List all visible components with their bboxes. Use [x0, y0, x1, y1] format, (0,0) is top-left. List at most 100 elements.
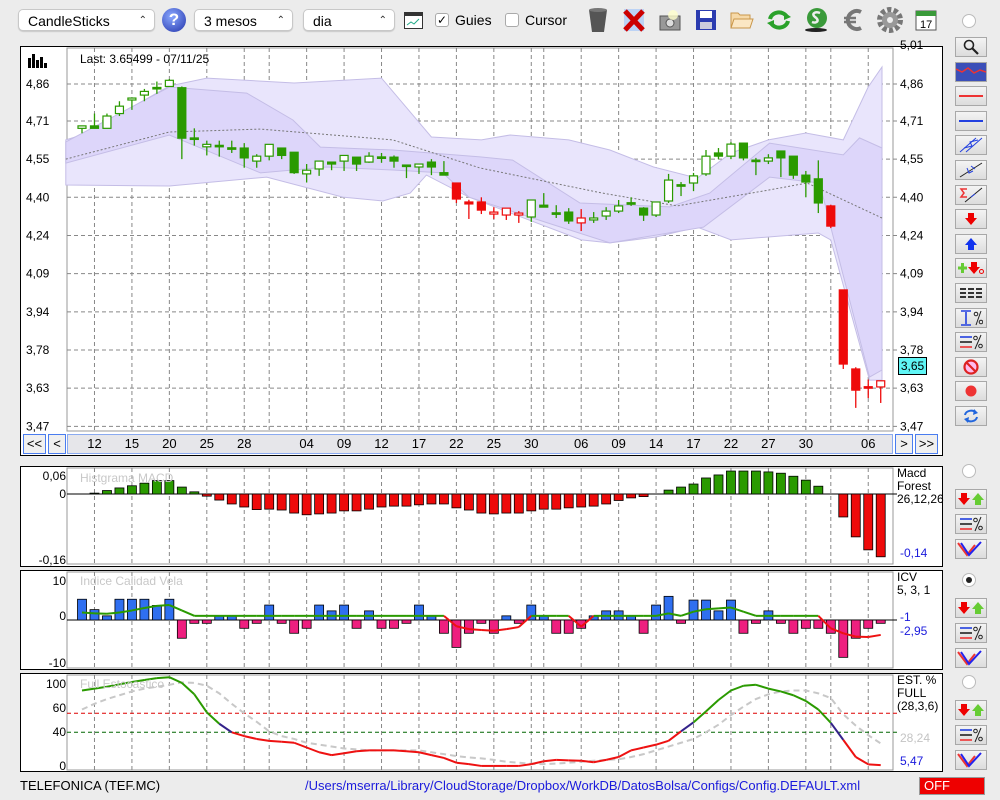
y-tick-label-right: 3,47 [900, 419, 924, 433]
macd-name: Macd [897, 466, 927, 480]
candle-body [102, 115, 112, 129]
signals-arrows-button[interactable] [955, 700, 987, 720]
live-status-toggle[interactable]: OFF [919, 777, 985, 795]
y-tick-label: 0 [59, 609, 66, 623]
stochastic-k-segment [119, 680, 133, 686]
add-signals-button[interactable] [955, 258, 987, 279]
sell-arrow-button[interactable] [955, 209, 987, 230]
panel-select-radio[interactable] [962, 573, 976, 587]
buy-arrow-button[interactable] [955, 233, 987, 254]
icv-line-segment [518, 615, 532, 628]
stochastic-k-segment [755, 683, 769, 690]
macd-bar [314, 493, 325, 515]
volume-chart-button[interactable] [955, 61, 987, 82]
dollar-icon[interactable] [802, 6, 830, 34]
signals-arrows-button[interactable] [955, 598, 987, 618]
candle-body [439, 172, 449, 176]
icv-bar [775, 619, 786, 624]
blue-line-button[interactable] [955, 110, 987, 131]
delete-icon[interactable] [620, 6, 648, 34]
y-tick-label-right: 4,86 [900, 77, 924, 91]
sigma-trendline-button[interactable] [955, 184, 987, 205]
no-entry-button[interactable] [955, 356, 987, 377]
camera-icon[interactable] [656, 6, 684, 34]
icv-bar [825, 619, 836, 634]
horizontal-lines-button[interactable] [955, 283, 987, 303]
panel-select-radio[interactable] [962, 464, 976, 478]
interval-select[interactable]: dia ⌃ [303, 9, 395, 31]
macd-bar [439, 493, 449, 505]
macd-bar [538, 493, 549, 510]
sync-button[interactable] [955, 406, 987, 426]
cursor-checkbox[interactable] [505, 13, 519, 27]
channel-button[interactable] [955, 135, 987, 156]
candle-body [851, 368, 861, 391]
gear-icon[interactable] [876, 6, 904, 34]
y-tick-label: -0,16 [39, 553, 67, 567]
nav-last-button[interactable]: >> [915, 434, 938, 454]
oscillator-button[interactable] [955, 750, 987, 770]
macd-chart[interactable]: 0,06 0 -0,16 [39, 467, 897, 567]
icv-bar [663, 595, 674, 621]
stochastic-k-segment [581, 759, 594, 764]
lines-percent-button[interactable] [955, 623, 987, 643]
macd-params: 26,12,26 [897, 492, 944, 506]
price-chart[interactable]: 4,86 4,86 4,71 4,71 4,55 4,55 4,40 4,40 4,24 4,24… [26, 47, 924, 451]
record-button[interactable] [955, 381, 987, 402]
macd-name-2: Forest [897, 479, 932, 493]
help-icon[interactable]: ? [162, 8, 186, 32]
oscillator-button[interactable] [955, 648, 987, 668]
lines-percent-button[interactable] [955, 332, 987, 353]
trash-icon[interactable] [584, 6, 612, 34]
folder-open-icon[interactable] [728, 6, 756, 34]
candle-body [214, 144, 224, 148]
euro-icon[interactable] [840, 6, 868, 34]
macd-bar [151, 480, 162, 495]
stochastic-k-segment [792, 694, 807, 702]
zoom-button[interactable] [955, 37, 987, 57]
macd-bar [838, 493, 849, 518]
nav-next-button[interactable]: > [895, 434, 913, 454]
oscillator-button[interactable] [955, 539, 987, 559]
signals-arrows-icon [958, 602, 984, 614]
nav-first-button[interactable]: << [23, 434, 46, 454]
stochastic-k-segment [269, 739, 282, 743]
icv-chart[interactable]: 10 0 -10 [49, 571, 897, 670]
icv-bar [638, 619, 649, 634]
y-tick-label-right: 4,09 [900, 267, 924, 281]
nav-prev-button[interactable]: < [48, 434, 66, 454]
red-line-icon [959, 95, 983, 98]
icv-bar [439, 619, 449, 634]
icv-bar [651, 604, 661, 621]
chart-window-icon[interactable] [404, 12, 423, 29]
icv-bar [201, 619, 212, 624]
stochastic-k-segment [743, 683, 756, 687]
save-icon[interactable] [692, 6, 720, 34]
refresh-icon[interactable] [765, 6, 793, 34]
candle-body [863, 386, 873, 389]
trendline-button[interactable] [955, 160, 987, 180]
bar-chart-icon[interactable] [28, 54, 48, 71]
candle-body [713, 152, 724, 157]
red-line-button[interactable] [955, 86, 987, 107]
stochastic-k-segment [817, 708, 832, 724]
icv-bar [401, 619, 412, 624]
range-percent-button[interactable] [955, 307, 987, 328]
stochastic-chart[interactable]: 100 60 40 0 [46, 674, 897, 773]
calendar-icon[interactable]: 17 [912, 6, 940, 34]
date-scrollbar[interactable] [67, 434, 893, 454]
blue-line-icon [959, 119, 983, 122]
period-select[interactable]: 3 mesos ⌃ [194, 9, 293, 31]
panel-select-radio[interactable] [962, 675, 976, 689]
x-tick-label: 06 [861, 436, 875, 451]
signals-arrows-button[interactable] [955, 489, 987, 509]
icv-params: 5, 3, 1 [897, 583, 931, 597]
macd-bar [875, 493, 886, 558]
guides-checkbox[interactable]: ✓ [435, 13, 449, 27]
chart-type-select[interactable]: CandleSticks ⌃ [18, 9, 155, 31]
lines-percent-button[interactable] [955, 514, 987, 534]
lines-percent-button[interactable] [955, 725, 987, 745]
stochastic-k-segment [293, 741, 307, 749]
candle-body [638, 207, 649, 216]
main-chart-radio[interactable] [962, 14, 976, 28]
